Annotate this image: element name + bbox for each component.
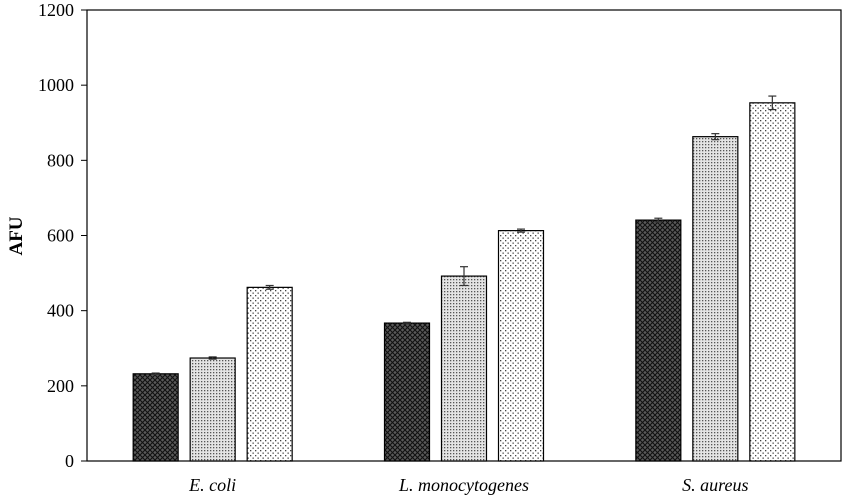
bar-dots-dense-1 — [440, 275, 488, 462]
x-axis-category-labels: E. coli L. monocytogenes S. aureus — [188, 475, 748, 495]
error-bar — [517, 228, 525, 233]
x-category-label: E. coli — [188, 475, 236, 495]
x-category-label: L. monocytogenes — [398, 475, 529, 495]
error-bar — [654, 217, 663, 223]
y-axis-ticks: 0 200 400 600 800 1000 1200 — [38, 0, 87, 471]
bar-series — [132, 95, 796, 462]
error-bar — [265, 284, 274, 290]
bar-crosshatch-dark-0 — [132, 373, 179, 462]
error-bar — [403, 321, 411, 325]
y-tick-label: 800 — [47, 150, 74, 170]
y-axis-title: AFU — [6, 216, 27, 255]
bar-dots-sparse-2 — [749, 102, 796, 462]
error-bar — [711, 133, 720, 141]
y-tick-label: 1000 — [38, 75, 74, 95]
bar-crosshatch-dark-2 — [635, 219, 682, 462]
y-tick-label: 600 — [47, 226, 74, 246]
error-bar — [151, 372, 160, 376]
bar-dots-dense-2 — [692, 136, 739, 462]
bar-dots-dense-0 — [189, 357, 236, 462]
y-tick-label: 1200 — [38, 0, 74, 20]
bar-dots-sparse-0 — [246, 286, 293, 462]
error-bar — [768, 95, 777, 111]
x-category-label: S. aureus — [682, 475, 748, 495]
y-tick-label: 200 — [47, 376, 74, 396]
y-tick-label: 0 — [65, 451, 74, 471]
error-bar — [208, 356, 217, 360]
error-bar — [460, 266, 468, 287]
bar-crosshatch-dark-1 — [383, 322, 431, 462]
y-tick-label: 400 — [47, 301, 74, 321]
bar-dots-sparse-1 — [497, 230, 545, 462]
